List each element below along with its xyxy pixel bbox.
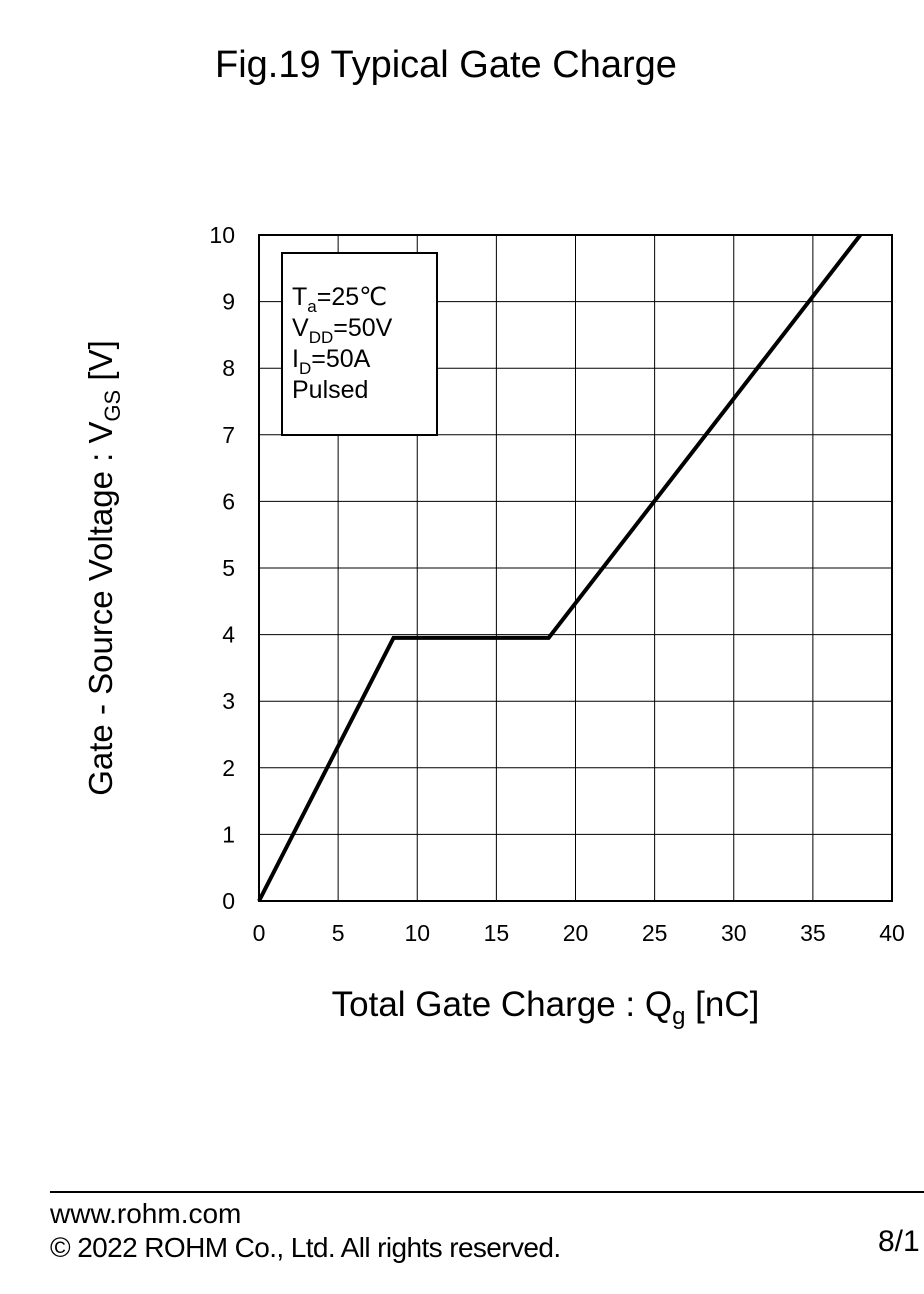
x-tick-label: 5: [332, 920, 345, 946]
vgs-curve: [257, 233, 862, 902]
condition-line: Pulsed: [292, 376, 368, 404]
x-axis-label: Total Gate Charge : Qg [nC]: [332, 985, 760, 1030]
gate-charge-chart: 0 5 10 15 20 25 30 35 40 0 1 2 3 4 5 6 7 8 9 10 Ta=25℃VDD=…: [82, 222, 905, 1030]
y-tick-label: 5: [222, 555, 235, 581]
y-tick-label: 3: [222, 688, 235, 714]
x-tick-label: 0: [253, 920, 266, 946]
y-tick-label: 4: [222, 622, 235, 648]
condition-line: Ta=25℃: [292, 283, 387, 316]
x-tick-label: 20: [563, 920, 589, 946]
y-tick-label: 1: [222, 821, 235, 847]
footer-divider: [50, 1191, 924, 1193]
y-tick-label: 8: [222, 355, 235, 381]
x-tick-label: 40: [879, 920, 905, 946]
y-tick-label: 9: [222, 289, 235, 315]
chart-title: Fig.19 Typical Gate Charge: [215, 44, 677, 86]
conditions-box: [281, 252, 438, 436]
x-tick-label: 30: [721, 920, 747, 946]
y-tick-label: 6: [222, 488, 235, 514]
footer-website-link[interactable]: www.rohm.com: [50, 1198, 242, 1229]
y-tick-label: 7: [222, 422, 235, 448]
condition-line: ID=50A: [292, 345, 371, 378]
x-tick-label: 15: [484, 920, 510, 946]
footer-copyright: © 2022 ROHM Co., Ltd. All rights reserve…: [50, 1232, 561, 1263]
y-tick-label: 2: [222, 755, 235, 781]
plot-frame: [258, 234, 893, 902]
x-tick-label: 35: [800, 920, 826, 946]
x-tick-label: 25: [642, 920, 668, 946]
y-tick-labels: 0 1 2 3 4 5 6 7 8 9 10: [209, 222, 235, 914]
page-number: 8/1: [878, 1225, 920, 1258]
x-tick-label: 10: [404, 920, 430, 946]
y-axis-label: Gate - Source Voltage : VGS [V]: [82, 340, 125, 796]
y-tick-label: 0: [222, 888, 235, 914]
condition-line: VDD=50V: [292, 314, 393, 347]
x-tick-labels: 0 5 10 15 20 25 30 35 40: [253, 920, 905, 946]
y-tick-label: 10: [209, 222, 235, 248]
